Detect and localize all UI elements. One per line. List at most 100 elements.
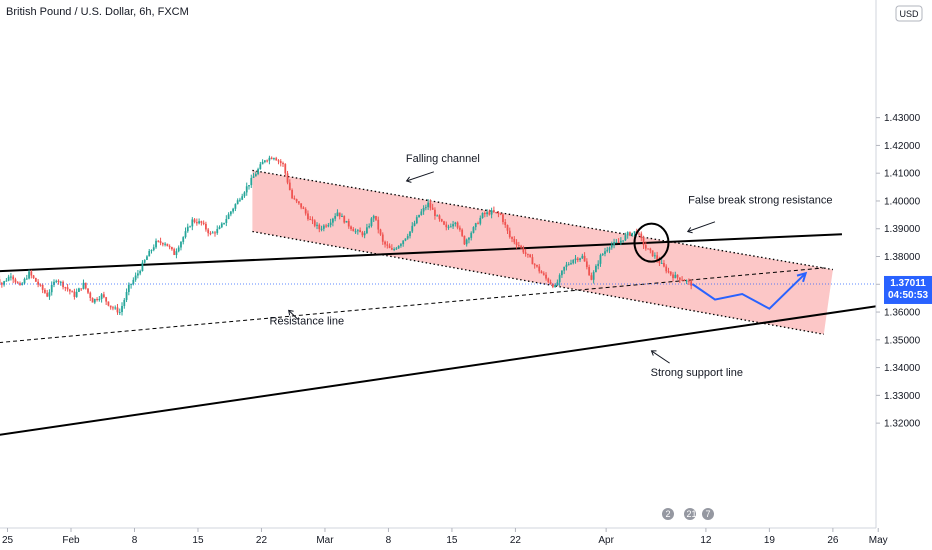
candle-body	[422, 208, 425, 212]
event-badge-dot	[702, 508, 714, 520]
candle-body	[5, 280, 8, 282]
event-badge[interactable]: 2	[662, 508, 674, 520]
candle	[64, 286, 67, 292]
candle	[186, 223, 189, 233]
candle	[640, 231, 643, 242]
candle-body	[322, 225, 325, 229]
candle	[268, 155, 271, 165]
candle	[16, 281, 19, 284]
candle-body	[402, 240, 405, 245]
candle-body	[640, 233, 643, 239]
candle-body	[3, 281, 6, 285]
candle	[395, 246, 398, 250]
candle	[660, 259, 663, 264]
candle-body	[259, 164, 262, 170]
candle	[7, 274, 10, 282]
candle	[338, 212, 341, 220]
candle-body	[25, 278, 28, 280]
candle-body	[370, 218, 373, 227]
x-tick-label: 26	[827, 535, 839, 546]
x-tick-label: 15	[192, 535, 204, 546]
annotation-label: Falling channel	[406, 153, 480, 165]
candle-body	[189, 226, 191, 228]
candle-body	[268, 157, 271, 161]
candle	[681, 276, 683, 281]
annotation-label: False break strong resistance	[688, 195, 832, 207]
candle	[499, 212, 502, 216]
candle-body	[275, 158, 278, 161]
annotation-arrow	[687, 221, 716, 232]
candle-body	[610, 244, 613, 248]
candle	[152, 244, 155, 252]
candle	[610, 241, 613, 250]
candle-body	[216, 228, 219, 234]
candle	[175, 248, 178, 259]
candle	[136, 269, 139, 279]
candle	[309, 216, 312, 221]
candle	[311, 216, 314, 225]
candle-body	[48, 292, 51, 297]
event-badge[interactable]: 7	[702, 508, 714, 520]
candle-body	[82, 282, 85, 289]
candle	[563, 266, 566, 275]
candle-body	[366, 227, 368, 234]
y-tick-label: 1.42000	[884, 141, 921, 152]
candle-body	[318, 224, 321, 230]
event-badge[interactable]: 217	[684, 508, 702, 520]
candle	[164, 242, 167, 247]
candle-body	[202, 222, 205, 224]
annotation-label: Resistance line	[270, 316, 345, 328]
candle	[0, 281, 3, 288]
candle	[619, 237, 622, 246]
candle-body	[626, 232, 629, 236]
candle-body	[277, 160, 280, 162]
candle-body	[191, 219, 194, 227]
candle	[50, 281, 53, 296]
candle	[232, 207, 235, 214]
currency-button[interactable]: USD	[895, 5, 923, 22]
candle	[404, 238, 407, 242]
candle	[266, 159, 269, 163]
candle-body	[159, 241, 162, 243]
candle	[370, 217, 373, 228]
candle-body	[592, 272, 595, 280]
candle	[572, 259, 575, 265]
candle	[322, 224, 325, 232]
candle	[570, 259, 572, 265]
candle-body	[112, 307, 114, 309]
event-badge-label: 217	[686, 509, 701, 519]
candle-body	[98, 298, 101, 300]
candle-body	[0, 283, 3, 285]
candle-body	[585, 261, 588, 268]
candle	[461, 228, 464, 238]
annotations: Falling channel False break strong resist…	[270, 153, 833, 379]
candle-body	[114, 307, 117, 309]
candle	[75, 288, 78, 298]
candle-body	[393, 249, 396, 251]
candle	[53, 279, 55, 288]
candle-body	[338, 212, 341, 217]
candle	[68, 288, 71, 295]
candle-body	[538, 266, 541, 272]
candle-body	[78, 288, 80, 292]
candle-body	[579, 258, 581, 261]
candle	[561, 270, 563, 278]
candle	[220, 222, 223, 229]
candle-body	[676, 274, 679, 278]
candle	[687, 278, 690, 286]
projection-arrowhead	[796, 271, 808, 283]
y-tick-label: 1.32000	[884, 419, 921, 430]
candle	[413, 220, 416, 227]
candle-body	[205, 223, 207, 230]
candle-body	[588, 267, 591, 276]
candle	[352, 227, 355, 232]
candle-body	[522, 247, 525, 253]
candle-body	[458, 227, 461, 230]
candle-body	[440, 219, 443, 222]
candle	[318, 223, 321, 233]
candle-body	[504, 222, 507, 226]
candle-body	[377, 219, 380, 230]
candle-body	[121, 305, 123, 313]
candle-body	[375, 215, 377, 220]
